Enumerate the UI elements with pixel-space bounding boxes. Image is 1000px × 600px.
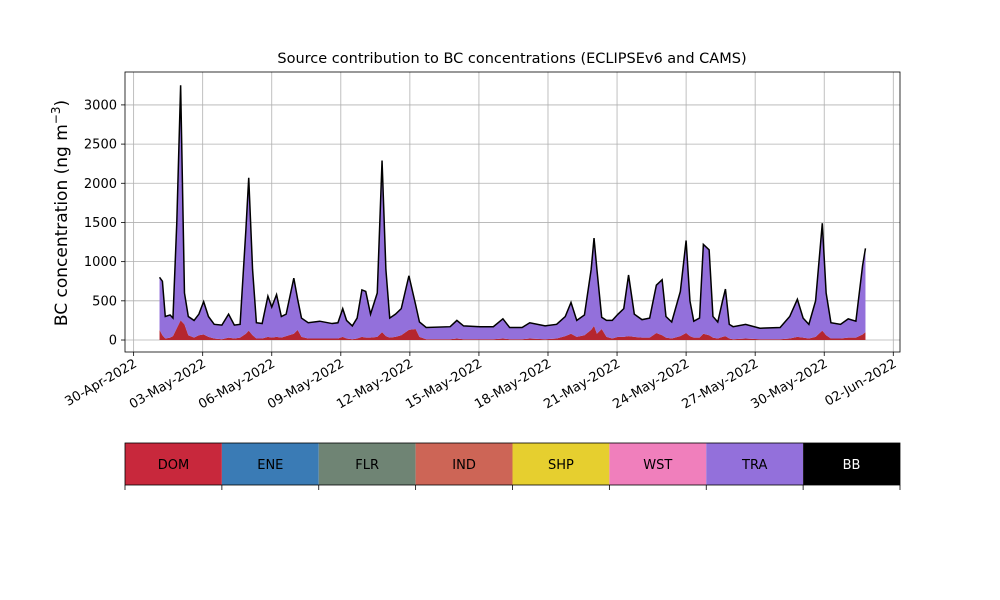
- y-axis-label-end: ): [52, 100, 72, 107]
- legend-label: WST: [643, 458, 672, 473]
- x-tick-label: 21-May-2022: [541, 356, 623, 412]
- y-axis-label-exponent: −3: [49, 106, 63, 124]
- legend: DOM ENE FLR IND SHP WST TRA BB: [124, 442, 901, 490]
- legend-label: SHP: [548, 458, 574, 473]
- legend-swatch: [706, 443, 804, 485]
- legend-swatch: [221, 443, 319, 485]
- legend-label: ENE: [257, 458, 283, 473]
- legend-swatch: [415, 443, 513, 485]
- y-tick-label: 3000: [84, 98, 117, 113]
- legend-label: TRA: [741, 458, 767, 473]
- legend-label: BB: [843, 458, 861, 473]
- area: [159, 320, 866, 341]
- x-tick-label: 30-May-2022: [749, 356, 831, 412]
- y-tick-label: 1500: [84, 216, 117, 231]
- legend-swatch: [125, 443, 222, 485]
- legend-swatch: [318, 443, 416, 485]
- area: [159, 85, 866, 340]
- x-tick-label: 09-May-2022: [265, 356, 347, 412]
- stack-outline: [158, 85, 867, 330]
- y-tick-label: 2000: [84, 177, 117, 192]
- plot-area: 05001000150020002500300030-Apr-202203-Ma…: [63, 71, 901, 412]
- x-tick-label: 02-Jun-2022: [822, 356, 899, 409]
- legend-swatch: [803, 443, 900, 485]
- legend-frame: [124, 442, 901, 486]
- legend-label: DOM: [158, 458, 189, 473]
- x-tick-label: 15-May-2022: [403, 356, 485, 412]
- plot-frame: [124, 71, 901, 353]
- legend-swatch: [609, 443, 707, 485]
- y-axis-label: BC concentration (ng m−3): [49, 100, 72, 326]
- y-tick-label: 1000: [84, 255, 117, 270]
- y-tick-label: 0: [109, 334, 117, 349]
- y-tick-label: 2500: [84, 138, 117, 153]
- x-tick-label: 06-May-2022: [196, 356, 278, 412]
- x-tick-label: 03-May-2022: [127, 356, 209, 412]
- legend-label: IND: [452, 458, 476, 473]
- x-tick-label: 24-May-2022: [610, 356, 692, 412]
- y-tick-label: 500: [92, 294, 117, 309]
- chart-title: Source contribution to BC concentrations…: [277, 51, 746, 67]
- y-axis-label-text: BC concentration (ng m: [52, 124, 72, 326]
- legend-label: FLR: [355, 458, 379, 473]
- x-tick-label: 27-May-2022: [679, 356, 761, 412]
- legend-swatch: [512, 443, 610, 485]
- x-tick-label: 12-May-2022: [334, 356, 416, 412]
- x-tick-label: 18-May-2022: [472, 356, 554, 412]
